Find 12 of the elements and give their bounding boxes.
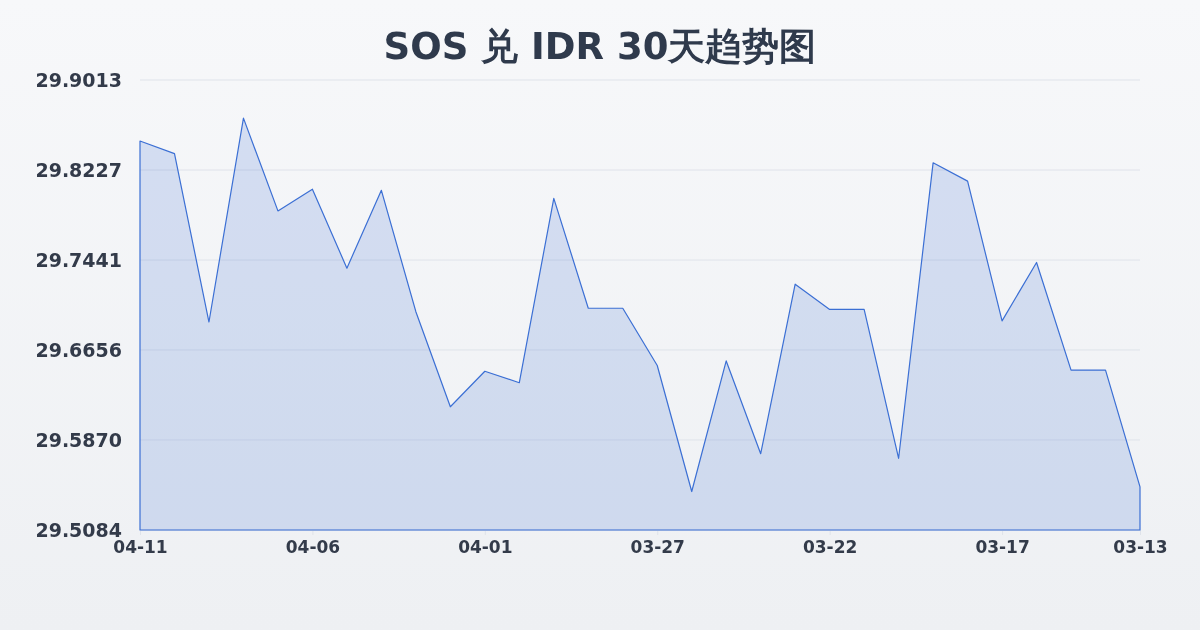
y-tick-label: 29.5870 — [35, 428, 122, 451]
y-tick-label: 29.9013 — [35, 68, 122, 91]
x-tick-label: 03-17 — [975, 537, 1030, 558]
chart-title: SOS 兑 IDR 30天趋势图 — [383, 25, 817, 68]
x-tick-label: 03-27 — [630, 537, 685, 558]
y-tick-label: 29.7441 — [35, 248, 122, 271]
x-tick-label: 04-01 — [458, 537, 513, 558]
y-tick-label: 29.8227 — [35, 158, 122, 181]
y-tick-label: 29.6656 — [35, 338, 122, 361]
x-tick-label: 04-06 — [285, 537, 341, 558]
x-tick-label: 03-22 — [802, 537, 858, 558]
x-tick-label: 03-13 — [1113, 537, 1168, 558]
